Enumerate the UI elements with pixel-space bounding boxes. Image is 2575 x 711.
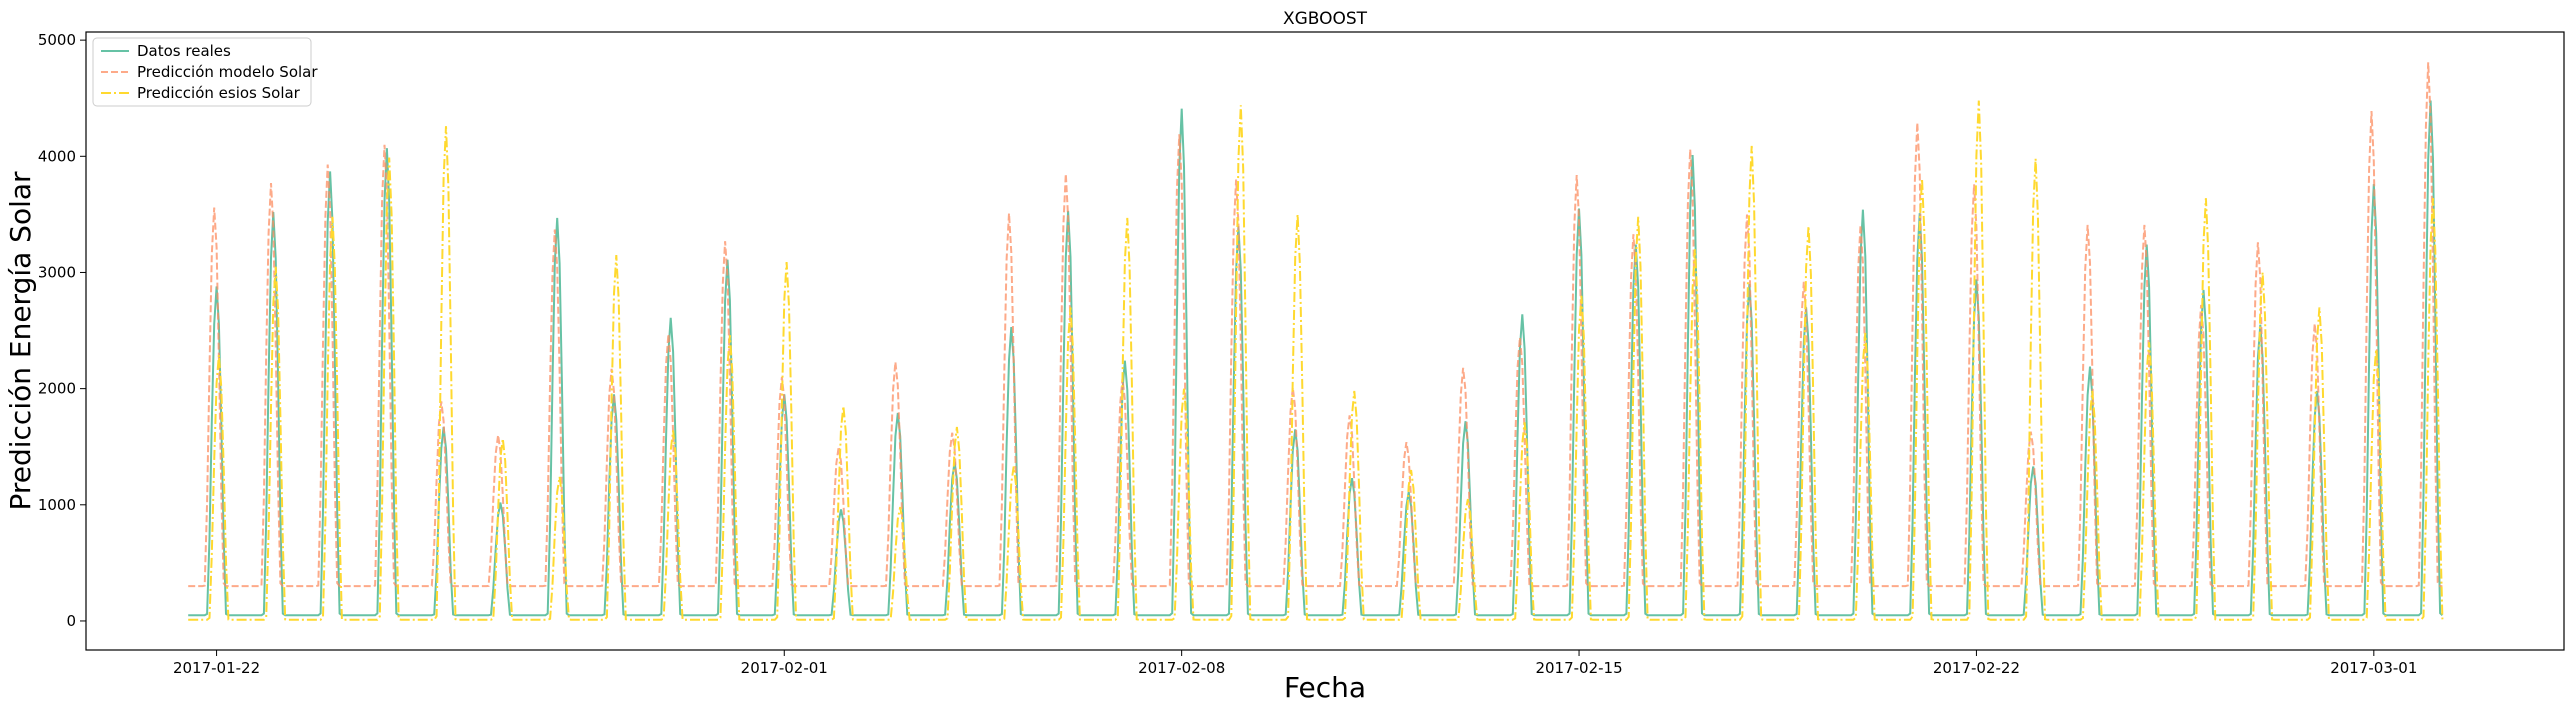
y-tick-label: 1000 [38,496,76,514]
x-tick-label: 2017-02-08 [1138,659,1225,677]
legend: Datos reales Predicción modelo Solar Pre… [92,37,318,107]
plot-frame [85,31,2565,651]
y-axis-title: Predicción Energía Solar [4,171,37,511]
legend-label-datos-reales: Datos reales [137,42,231,60]
legend-box [92,37,312,107]
series-line-2 [188,100,2444,621]
y-tick-label: 5000 [38,31,76,49]
legend-label-prediccion-modelo: Predicción modelo Solar [137,63,318,81]
chart-title: XGBOOST [1283,9,1368,29]
series-line-1 [188,62,2443,588]
x-tick-label: 2017-02-22 [1933,659,2020,677]
x-tick-label: 2017-03-01 [2330,659,2417,677]
x-tick-label: 2017-02-01 [741,659,828,677]
legend-label-prediccion-esios: Predicción esios Solar [137,84,301,102]
series-line-0 [188,100,2444,617]
y-tick-label: 3000 [38,263,76,281]
y-tick-label: 4000 [38,147,76,165]
x-tick-label: 2017-02-15 [1535,659,1622,677]
y-tick-label: 0 [66,612,76,630]
x-axis-title: Fecha [1284,671,1366,704]
y-tick-label: 2000 [38,380,76,398]
x-tick-label: 2017-01-22 [173,659,260,677]
